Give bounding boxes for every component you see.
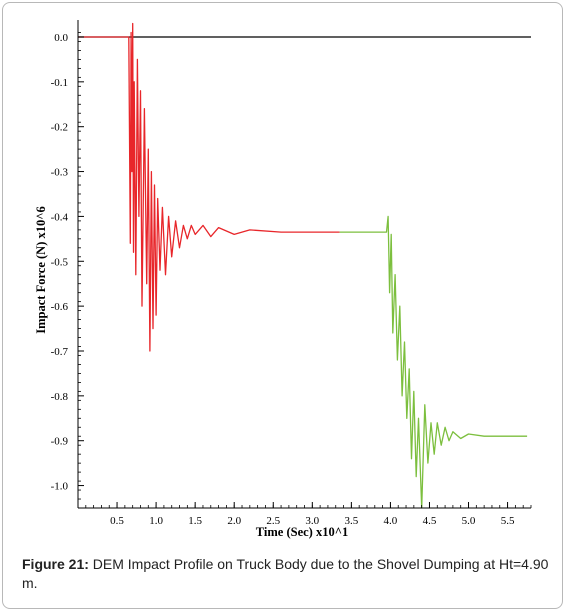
series-1-line <box>78 22 340 352</box>
y-axis-title: Impact Force (N) x10^6 <box>34 206 48 333</box>
y-tick-label: -0.7 <box>51 346 69 358</box>
series-2-line <box>339 215 528 509</box>
y-tick-label: -0.6 <box>51 301 69 313</box>
y-tick-label: -0.1 <box>51 77 68 89</box>
y-tick-label: -0.8 <box>51 391 69 403</box>
caption-text: DEM Impact Profile on Truck Body due to … <box>22 556 549 591</box>
x-tick-label: 0.5 <box>110 515 124 527</box>
y-tick-label: -0.2 <box>51 122 68 134</box>
x-tick-label: 4.5 <box>423 515 437 527</box>
x-tick-label: 2.5 <box>266 515 280 527</box>
y-tick-label: -0.3 <box>51 167 69 179</box>
y-tick-label: 0.0 <box>54 32 68 44</box>
y-tick-label: -1.0 <box>51 481 69 493</box>
line-chart: 0.0 -0.1 -0.2 -0.3 -0.4 -0.5 -0.6 -0.7 -0.8 -0.9 -… <box>34 20 532 539</box>
x-tick-label: 2.0 <box>227 515 241 527</box>
axes: 0.0 -0.1 -0.2 -0.3 -0.4 -0.5 -0.6 -0.7 -0.8 -0.9 -… <box>51 20 532 527</box>
x-tick-label: 5.5 <box>501 515 515 527</box>
x-tick-label: 3.0 <box>305 515 319 527</box>
x-tick-label: 1.0 <box>149 515 163 527</box>
caption-label: Figure 21: <box>22 556 89 572</box>
y-tick-label: -0.4 <box>51 211 69 223</box>
series-layer <box>78 22 531 509</box>
x-tick-label: 3.5 <box>344 515 358 527</box>
figure-caption: Figure 21: DEM Impact Profile on Truck B… <box>22 555 552 593</box>
y-tick-label: -0.5 <box>51 256 69 268</box>
y-tick-label: -0.9 <box>51 436 69 448</box>
x-tick-label: 1.5 <box>188 515 202 527</box>
x-axis-title: Time (Sec) x10^1 <box>256 525 348 539</box>
x-tick-label: 5.0 <box>462 515 476 527</box>
x-tick-label: 4.0 <box>384 515 398 527</box>
